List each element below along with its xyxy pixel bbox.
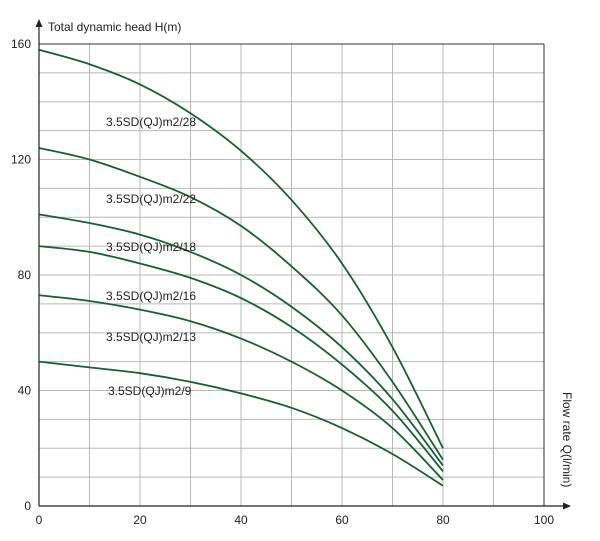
- x-axis-arrow: [563, 502, 571, 510]
- series-line: [38, 48, 444, 449]
- series-line: [38, 213, 444, 467]
- x-tick-label: 0: [36, 513, 43, 527]
- y-tick-label: 160: [11, 37, 31, 51]
- y-tick-label: 120: [11, 153, 31, 167]
- series-label: 3.5SD(QJ)m2/13: [106, 330, 196, 344]
- x-tick-label: 40: [234, 513, 248, 527]
- series-label: 3.5SD(QJ)m2/9: [108, 384, 192, 398]
- series-line: [38, 147, 444, 461]
- x-tick-label: 20: [133, 513, 147, 527]
- series-line: [38, 294, 444, 481]
- y-axis-title: Total dynamic head H(m): [48, 20, 181, 34]
- y-tick-label: 80: [18, 268, 32, 282]
- series-labels: 3.5SD(QJ)m2/28 3.5SD(QJ)m2/22 3.5SD(QJ)m2/…: [106, 115, 196, 398]
- series-line: [38, 360, 444, 487]
- grid: [38, 43, 545, 507]
- x-tick-label: 60: [335, 513, 349, 527]
- y-axis-arrow: [35, 19, 43, 27]
- series-label: 3.5SD(QJ)m2/22: [106, 192, 196, 206]
- y-tick-label: 40: [18, 384, 32, 398]
- y-tick-label: 0: [24, 499, 31, 513]
- series-label: 3.5SD(QJ)m2/18: [106, 240, 196, 254]
- tick-labels: 0 20 40 60 80 100 0 40 80 120 160: [11, 37, 554, 527]
- x-tick-label: 80: [436, 513, 450, 527]
- series-label: 3.5SD(QJ)m2/28: [106, 115, 196, 129]
- series-label: 3.5SD(QJ)m2/16: [106, 289, 196, 303]
- axes: [35, 19, 571, 510]
- x-tick-label: 100: [534, 513, 554, 527]
- series-line: [38, 245, 444, 472]
- curve-lines: [38, 48, 444, 487]
- x-axis-title: Flow rate Q(l/min): [560, 392, 574, 487]
